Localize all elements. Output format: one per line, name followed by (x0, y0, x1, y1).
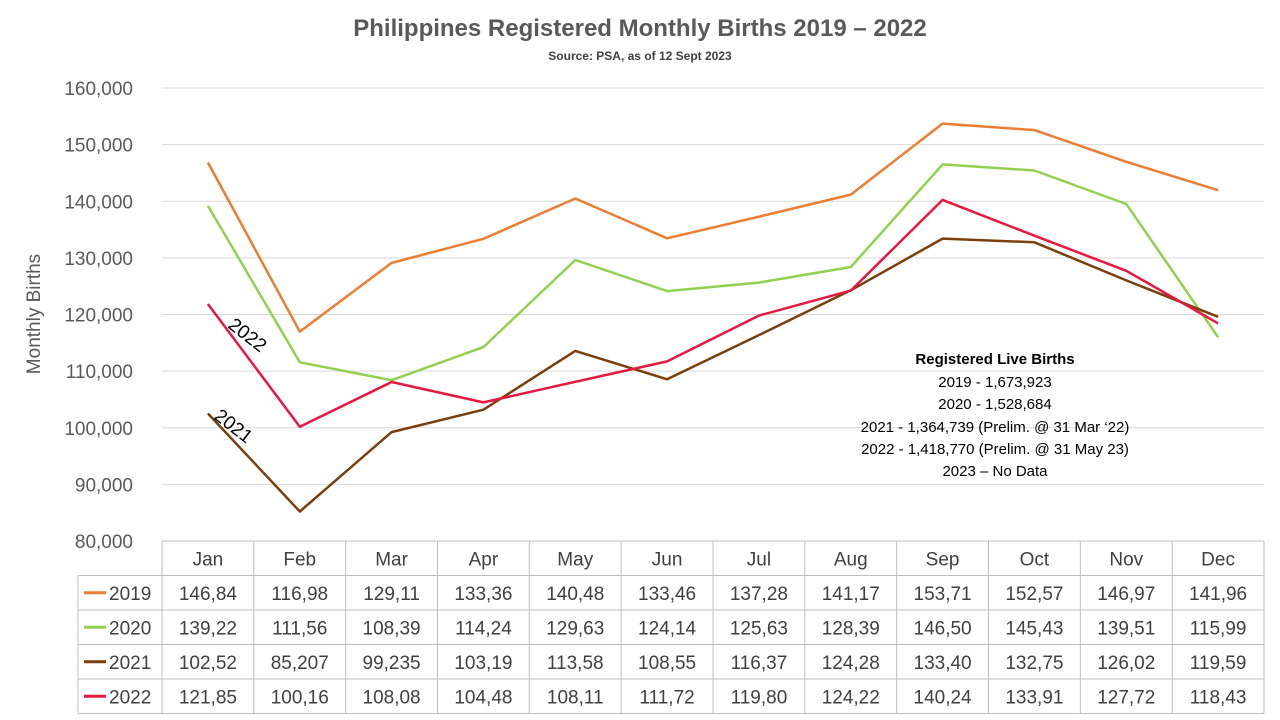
table-cell: 133,46 (638, 584, 696, 605)
table-cell: 146,84 (179, 584, 238, 605)
y-tick-label: 130,000 (64, 249, 133, 270)
x-tick-label: Aug (834, 549, 868, 570)
x-tick-label: Jan (193, 549, 224, 570)
x-tick-label: Feb (283, 549, 316, 570)
table-cell: 124,28 (822, 653, 880, 674)
y-tick-label: 110,000 (66, 362, 133, 383)
table-cell: 141,17 (822, 584, 880, 605)
chart-title: Philippines Registered Monthly Births 20… (353, 15, 927, 42)
x-tick-label: Nov (1109, 549, 1143, 570)
annotation-line: 2019 - 1,673,923 (938, 374, 1051, 391)
table-cell: 137,28 (730, 584, 788, 605)
table-cell: 108,55 (638, 653, 696, 674)
table-cell: 124,22 (822, 687, 880, 708)
table-cell: 140,24 (914, 687, 973, 708)
legend-entry: 2022 (109, 687, 151, 708)
annotation-line: 2022 - 1,418,770 (Prelim. @ 31 May 23) (861, 441, 1129, 458)
table-cell: 116,98 (271, 584, 328, 605)
x-tick-label: Dec (1201, 549, 1235, 570)
x-tick-label: Sep (926, 549, 960, 570)
table-cell: 108,08 (363, 687, 421, 708)
annotation-heading: Registered Live Births (915, 351, 1074, 368)
series-line-2020 (206, 163, 1220, 382)
y-tick-label: 150,000 (64, 136, 133, 157)
table-cell: 129,63 (546, 618, 604, 639)
table-cell: 108,11 (547, 687, 604, 708)
series-line-2021 (206, 237, 1219, 513)
table-cell: 125,63 (730, 618, 788, 639)
table-cell: 85,207 (271, 653, 329, 674)
table-cell: 124,14 (638, 618, 697, 639)
table-cell: 133,40 (914, 653, 972, 674)
table-cell: 127,72 (1097, 687, 1155, 708)
y-tick-label: 120,000 (64, 306, 133, 327)
x-tick-label: Jun (652, 549, 683, 570)
y-tick-labels: 80,000 90,000 100,000 110,000 120,000 130,000… (64, 79, 133, 553)
table-cell: 113,58 (547, 653, 604, 674)
x-tick-label: Oct (1020, 549, 1050, 570)
annotation-line: 2023 – No Data (942, 463, 1048, 480)
table-cell: 114,24 (455, 618, 512, 639)
table-cell: 132,75 (1005, 653, 1063, 674)
table-cell: 102,52 (179, 653, 237, 674)
line-label-2022: 2022 (224, 314, 270, 357)
table-cell: 104,48 (454, 687, 512, 708)
x-tick-label: Jul (747, 549, 771, 570)
table-cell: 126,02 (1097, 653, 1155, 674)
y-tick-label: 100,000 (64, 419, 133, 440)
table-cell: 99,235 (363, 653, 421, 674)
table-cell: 111,72 (639, 687, 694, 708)
y-tick-label: 80,000 (75, 532, 133, 553)
table-cell: 139,51 (1097, 618, 1155, 639)
x-tick-label: May (557, 549, 593, 570)
table-cell: 119,80 (731, 687, 788, 708)
y-tick-label: 90,000 (75, 475, 133, 496)
table-cell: 118,43 (1190, 687, 1247, 708)
series-line-2022 (206, 198, 1219, 429)
table-cell: 108,39 (363, 618, 421, 639)
table-cell: 145,43 (1005, 618, 1063, 639)
legend-entry: 2020 (109, 618, 151, 639)
series-lines (206, 122, 1220, 513)
data-table: Jan Feb Mar Apr May Jun Jul Aug Sep Oct Nov Dec 2019… (77, 540, 1265, 714)
table-cell: 140,48 (546, 584, 604, 605)
table-cell: 121,85 (179, 687, 237, 708)
table-cell: 115,99 (1190, 618, 1247, 639)
chart-subtitle: Source: PSA, as of 12 Sept 2023 (548, 49, 732, 63)
series-line-2019 (206, 122, 1219, 333)
table-cell: 153,71 (914, 584, 972, 605)
table-cell: 133,91 (1005, 687, 1063, 708)
table-cell: 100,16 (271, 687, 329, 708)
legend-entry: 2019 (109, 584, 151, 605)
annotation-line: 2020 - 1,528,684 (938, 396, 1051, 413)
y-tick-label: 160,000 (64, 79, 133, 100)
table-cell: 141,96 (1189, 584, 1247, 605)
y-tick-label: 140,000 (64, 192, 133, 213)
y-axis-label: Monthly Births (24, 254, 45, 374)
table-cell: 111,56 (272, 618, 327, 639)
table-cell: 152,57 (1005, 584, 1063, 605)
table-cell: 146,97 (1097, 584, 1155, 605)
x-tick-label: Apr (469, 549, 499, 570)
table-cell: 116,37 (731, 653, 788, 674)
legend-entry: 2021 (109, 653, 151, 674)
table-cell: 133,36 (454, 584, 512, 605)
table-cell: 146,50 (914, 618, 972, 639)
table-cell: 103,19 (454, 653, 512, 674)
table-cell: 139,22 (179, 618, 237, 639)
table-cell: 119,59 (1190, 653, 1247, 674)
x-tick-label: Mar (375, 549, 408, 570)
table-cell: 129,11 (363, 584, 420, 605)
annotation-line: 2021 - 1,364,739 (Prelim. @ 31 Mar ‘22) (861, 419, 1130, 436)
table-cell: 128,39 (822, 618, 880, 639)
births-annotation: Registered Live Births 2019 - 1,673,923 … (861, 351, 1130, 480)
